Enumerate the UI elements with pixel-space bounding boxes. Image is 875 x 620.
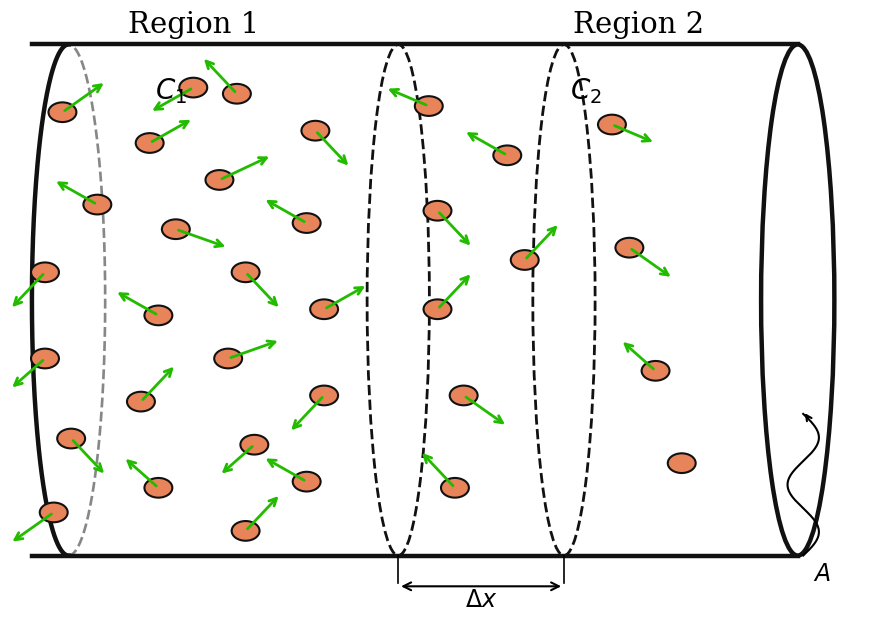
Circle shape (223, 84, 251, 104)
Circle shape (83, 195, 111, 215)
Circle shape (415, 96, 443, 116)
Text: $\Delta x$: $\Delta x$ (465, 590, 497, 613)
Circle shape (127, 392, 155, 412)
Circle shape (310, 299, 338, 319)
Circle shape (179, 78, 207, 97)
Circle shape (232, 262, 260, 282)
Ellipse shape (761, 45, 835, 556)
Circle shape (293, 213, 320, 233)
Text: Region 2: Region 2 (572, 11, 704, 38)
Circle shape (493, 146, 522, 165)
Circle shape (144, 306, 172, 326)
Circle shape (206, 170, 234, 190)
Circle shape (144, 478, 172, 498)
Text: Region 1: Region 1 (128, 11, 259, 38)
Circle shape (232, 521, 260, 541)
Text: $\mathit{C}_2$: $\mathit{C}_2$ (570, 76, 602, 105)
Circle shape (31, 348, 59, 368)
Circle shape (424, 201, 452, 221)
Circle shape (641, 361, 669, 381)
Circle shape (310, 386, 338, 405)
Circle shape (57, 428, 85, 448)
Circle shape (241, 435, 269, 454)
Circle shape (136, 133, 164, 153)
Circle shape (48, 102, 76, 122)
Circle shape (214, 348, 242, 368)
Ellipse shape (31, 45, 105, 556)
Circle shape (424, 299, 452, 319)
Circle shape (39, 503, 67, 522)
Text: $A$: $A$ (813, 563, 831, 586)
Text: $\mathit{C}_1$: $\mathit{C}_1$ (156, 76, 187, 105)
Circle shape (598, 115, 626, 135)
Circle shape (301, 121, 329, 141)
Circle shape (615, 238, 643, 257)
Circle shape (293, 472, 320, 492)
Circle shape (441, 478, 469, 498)
Circle shape (31, 262, 59, 282)
Circle shape (511, 250, 539, 270)
Circle shape (450, 386, 478, 405)
Bar (68, 45, 798, 556)
Circle shape (162, 219, 190, 239)
Circle shape (668, 453, 696, 473)
